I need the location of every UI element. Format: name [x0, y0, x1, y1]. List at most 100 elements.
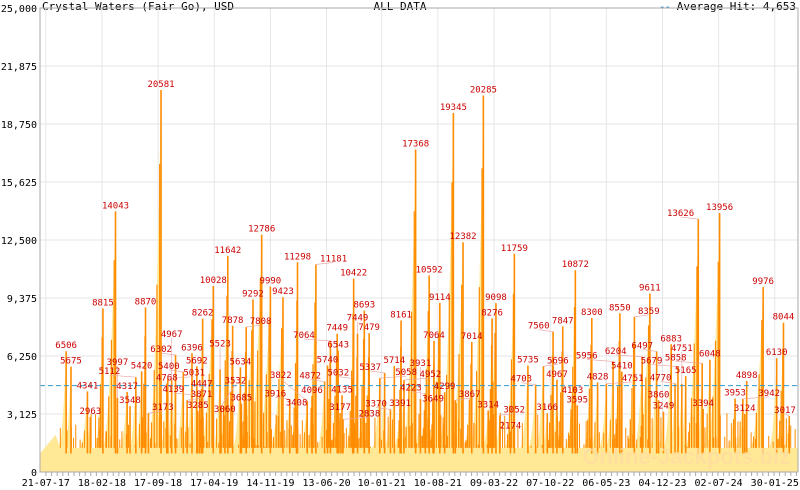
hit-ramp — [322, 365, 328, 448]
hit-value-label: 3285 — [187, 401, 209, 411]
x-tick-label: 14-11-19 — [246, 478, 294, 489]
label-leader-line — [379, 375, 407, 379]
hit-ramp — [706, 212, 720, 448]
hit-value-label: 8262 — [192, 309, 214, 319]
label-leader-line — [275, 397, 290, 400]
hit-ramp — [672, 366, 678, 448]
hit-value-label: 5696 — [547, 356, 569, 366]
hit-value-label: 5031 — [183, 369, 205, 379]
hit-value-label: 8693 — [353, 301, 375, 311]
hit-ramp — [551, 379, 557, 448]
hit-value-label: 3314 — [477, 400, 499, 410]
x-tick-label: 04-12-23 — [638, 478, 686, 489]
hit-value-label: 8550 — [609, 303, 631, 313]
hit-value-label: 9098 — [485, 293, 507, 303]
hit-value-label: 8044 — [773, 313, 795, 323]
hit-ramp — [79, 391, 88, 448]
base-fill — [40, 434, 798, 472]
y-tick-label: 0 — [31, 468, 37, 479]
hit-ramp — [248, 234, 262, 448]
hit-ramp — [378, 372, 385, 448]
hit-ramp — [398, 380, 404, 448]
label-leader-line — [342, 417, 370, 420]
hit-ramp — [402, 149, 416, 448]
x-tick-label: 02-07-24 — [695, 478, 743, 489]
hit-value-label: 3997 — [107, 358, 129, 368]
hit-value-label: 11642 — [214, 246, 241, 256]
hit-value-label: 7449 — [326, 324, 348, 334]
hit-value-label: 4139 — [162, 385, 184, 395]
hit-value-label: 9611 — [639, 284, 661, 294]
hit-value-label: 8161 — [390, 311, 412, 321]
legend-average-label: Average Hit: 4,653 — [676, 0, 796, 13]
hit-value-label: 2838 — [359, 409, 381, 419]
hit-value-label: 3370 — [365, 399, 387, 409]
hit-value-label: 5032 — [327, 369, 349, 379]
hit-value-label: 2174 — [500, 422, 522, 432]
label-leader-line — [161, 352, 176, 356]
hit-value-label: 3532 — [225, 376, 247, 386]
hit-ramp — [634, 356, 643, 448]
hit-ramp — [371, 378, 380, 448]
label-leader-line — [634, 314, 649, 318]
hit-value-label: 7449 — [347, 314, 369, 324]
hit-value-label: 4135 — [331, 385, 353, 395]
hit-ramp — [469, 95, 484, 448]
hit-value-label: 3942 — [758, 389, 780, 399]
hit-value-label: 20285 — [470, 86, 497, 96]
hit-value-label: 14043 — [102, 201, 129, 211]
hit-value-label: 8359 — [638, 307, 660, 317]
hit-value-label: 6204 — [605, 347, 627, 357]
hit-value-label: 5400 — [158, 362, 180, 372]
y-tick-label: 21,875 — [1, 62, 37, 73]
hit-value-label: 8815 — [92, 298, 114, 308]
hit-value-label: 4103 — [562, 386, 584, 396]
label-leader-line — [167, 376, 195, 379]
hit-value-label: 5112 — [99, 367, 121, 377]
hit-value-label: 4967 — [546, 370, 568, 380]
hit-ramp — [159, 383, 167, 448]
hit-ramp — [679, 376, 686, 448]
hit-value-label: 5165 — [675, 366, 697, 376]
hit-ramp — [684, 219, 699, 448]
label-leader-line — [538, 329, 554, 332]
hit-ramp — [734, 398, 743, 448]
hit-ramp — [383, 409, 391, 448]
hit-value-label: 7064 — [293, 331, 315, 341]
hit-value-label: 3953 — [724, 389, 746, 399]
hit-ramp — [282, 399, 290, 448]
label-leader-line — [642, 349, 657, 352]
hit-ramp — [535, 366, 544, 448]
hit-value-label: 3860 — [648, 390, 670, 400]
hit-ramp — [190, 366, 197, 448]
hit-ramp — [636, 293, 650, 448]
label-leader-line — [148, 410, 163, 414]
label-leader-line — [376, 407, 391, 410]
hit-value-label: 8870 — [135, 297, 157, 307]
label-leader-line — [403, 377, 431, 381]
hit-ramp — [143, 413, 149, 448]
hit-value-label: 7560 — [528, 322, 550, 332]
hit-value-label: 3124 — [734, 404, 756, 414]
label-leaders — [109, 216, 790, 420]
hit-value-label: 7479 — [358, 323, 380, 333]
hit-ramp — [199, 285, 214, 448]
hit-value-label: 5714 — [383, 356, 405, 366]
hit-ramp — [676, 383, 682, 448]
hit-value-label: 10422 — [340, 269, 367, 279]
chart-title: Crystal Waters (Fair Go), USD — [42, 0, 235, 13]
hit-value-label: 6302 — [150, 345, 172, 355]
axes: 0 3,125 6,250 9,375 12,500 15,625 18,750 21,875… — [1, 4, 799, 489]
label-leader-line — [109, 374, 136, 378]
hit-ramp — [696, 363, 703, 448]
hit-value-label: 5058 — [395, 368, 417, 378]
hit-value-label: 3649 — [422, 394, 444, 404]
hit-ramp — [598, 383, 607, 448]
hit-ramp — [649, 351, 657, 448]
hit-value-label: 4898 — [736, 371, 758, 381]
hit-ramp — [118, 391, 128, 448]
hit-value-label: 4751 — [671, 344, 693, 354]
hit-value-label: 6543 — [327, 341, 349, 351]
hit-value-label: 5523 — [209, 339, 231, 349]
